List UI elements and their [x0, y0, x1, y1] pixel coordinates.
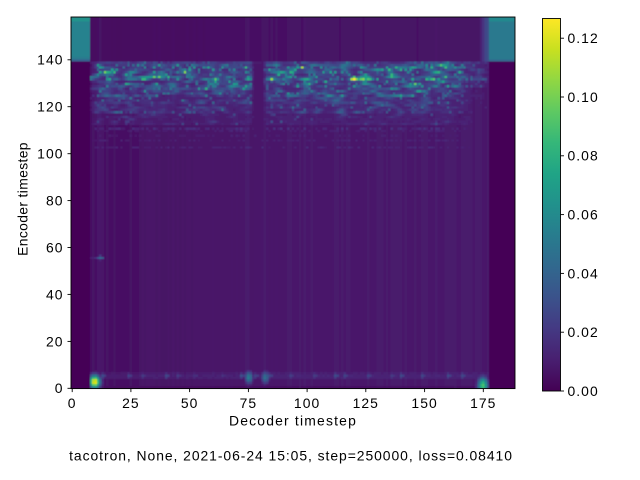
svg-text:150: 150 [411, 395, 437, 411]
svg-text:0: 0 [68, 395, 77, 411]
svg-text:120: 120 [37, 99, 63, 115]
svg-text:75: 75 [240, 395, 258, 411]
svg-text:0.02: 0.02 [568, 324, 599, 340]
svg-text:140: 140 [37, 52, 63, 68]
svg-text:0.10: 0.10 [568, 89, 599, 105]
svg-text:175: 175 [470, 395, 496, 411]
svg-text:80: 80 [46, 193, 64, 209]
svg-text:0.00: 0.00 [568, 383, 599, 399]
svg-text:0.08: 0.08 [568, 148, 599, 164]
svg-text:125: 125 [353, 395, 379, 411]
svg-text:100: 100 [37, 146, 63, 162]
svg-text:0: 0 [55, 380, 64, 396]
svg-text:100: 100 [294, 395, 320, 411]
svg-text:0.04: 0.04 [568, 265, 599, 281]
svg-text:Encoder timestep: Encoder timestep [15, 142, 31, 256]
svg-text:60: 60 [46, 239, 64, 255]
svg-text:25: 25 [122, 395, 140, 411]
svg-text:50: 50 [181, 395, 199, 411]
svg-text:tacotron, None, 2021-06-24 15:: tacotron, None, 2021-06-24 15:05, step=2… [69, 447, 513, 463]
svg-text:20: 20 [46, 333, 64, 349]
svg-text:0.06: 0.06 [568, 207, 599, 223]
svg-text:40: 40 [46, 286, 64, 302]
svg-text:Decoder timestep: Decoder timestep [229, 413, 357, 429]
svg-text:0.12: 0.12 [568, 30, 599, 46]
